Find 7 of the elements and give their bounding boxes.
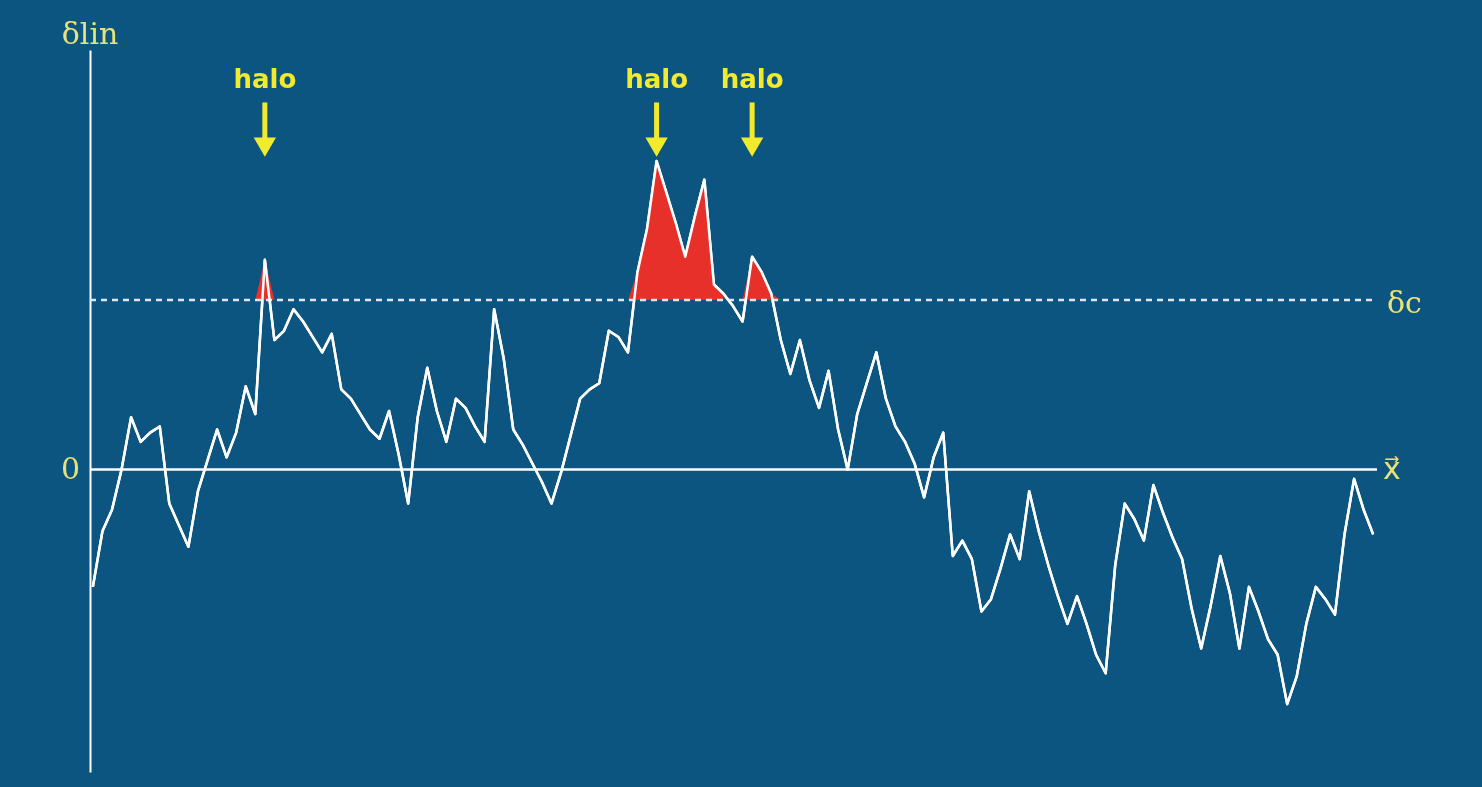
x-axis-title: x⃗ bbox=[1383, 450, 1401, 486]
y-axis-title: δlin bbox=[61, 16, 119, 51]
ref-line-label: δc bbox=[1387, 284, 1422, 320]
text: halo bbox=[625, 64, 689, 95]
text: halo bbox=[720, 64, 784, 95]
ref-line-label: 0 bbox=[60, 450, 80, 486]
text: halo bbox=[233, 64, 297, 95]
